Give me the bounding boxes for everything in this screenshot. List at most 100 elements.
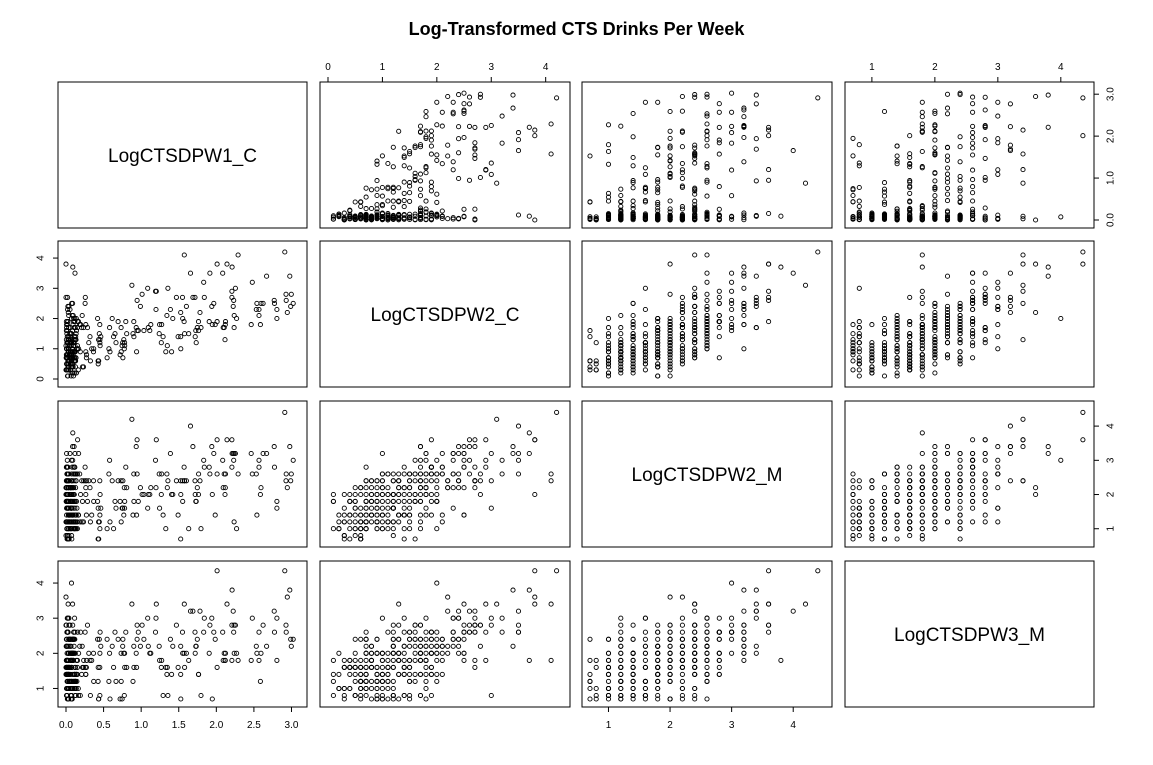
point-0-2-297 — [618, 214, 624, 220]
left-tick-label-1-2: 2 — [36, 315, 47, 321]
point-0-2-141 — [642, 189, 648, 195]
point-1-3-263 — [957, 319, 963, 325]
point-3-0-57 — [214, 664, 220, 670]
point-3-1-236 — [363, 692, 369, 699]
point-1-3-174 — [894, 373, 900, 379]
point-1-2-260 — [655, 361, 661, 367]
point-1-2-258 — [655, 343, 661, 349]
point-2-1-88 — [379, 485, 385, 491]
point-3-2-290 — [704, 671, 710, 677]
point-0-3-337 — [970, 198, 976, 204]
point-0-1-146 — [423, 198, 429, 204]
point-3-1-316 — [379, 671, 385, 677]
point-3-1-298 — [423, 650, 429, 656]
point-3-2-266 — [679, 636, 685, 642]
point-3-0-12 — [109, 643, 115, 649]
point-1-3-90 — [970, 322, 976, 328]
point-3-0-20 — [178, 696, 184, 702]
point-1-3-219 — [894, 319, 900, 325]
point-2-3-294 — [850, 533, 856, 539]
point-2-3-233 — [1007, 444, 1013, 450]
point-1-2-299 — [704, 279, 710, 285]
point-3-0-110 — [221, 650, 227, 656]
point-1-0-114 — [234, 315, 240, 322]
point-1-2-87 — [716, 288, 722, 294]
point-2-1-146 — [423, 478, 429, 484]
point-3-1-171 — [379, 657, 385, 663]
point-2-3-10 — [957, 457, 963, 463]
left-tick-label-3-1: 2 — [36, 650, 47, 656]
point-0-1-33 — [417, 205, 424, 211]
point-0-3-302 — [850, 216, 856, 222]
point-1-3-157 — [932, 303, 938, 309]
point-2-3-92 — [970, 505, 976, 511]
point-0-1-46 — [396, 185, 402, 191]
point-2-3-145 — [944, 478, 951, 484]
point-3-1-124 — [390, 685, 396, 692]
point-1-3-316 — [894, 346, 900, 352]
point-3-0-269 — [98, 643, 104, 649]
point-3-1-164 — [330, 692, 336, 699]
point-1-0-336 — [231, 325, 237, 331]
point-0-1-308 — [417, 208, 424, 214]
left-tick-label-3-3: 4 — [36, 580, 47, 586]
point-0-3-289 — [982, 217, 988, 223]
point-0-2-209 — [642, 211, 648, 217]
point-2-1-233 — [466, 444, 473, 450]
point-3-0-330 — [209, 615, 215, 621]
point-0-2-320 — [642, 165, 648, 171]
point-2-0-195 — [134, 471, 140, 477]
point-3-2-162 — [729, 580, 735, 586]
point-0-2-272 — [679, 206, 685, 212]
point-0-1-12 — [434, 191, 440, 197]
point-1-0-157 — [183, 303, 189, 309]
point-1-3-148 — [932, 309, 938, 316]
point-2-0-249 — [288, 478, 294, 484]
point-3-0-238 — [84, 657, 90, 663]
point-2-1-14 — [461, 485, 467, 491]
point-2-1-291 — [347, 519, 353, 525]
point-1-3-293 — [932, 312, 938, 319]
point-3-2-272 — [679, 671, 685, 677]
point-0-1-240 — [532, 133, 538, 139]
point-1-0-127 — [165, 285, 171, 291]
point-3-0-13 — [87, 692, 93, 699]
point-3-0-106 — [104, 636, 110, 642]
point-2-0-139 — [187, 423, 194, 429]
point-3-1-253 — [450, 643, 456, 649]
point-1-0-250 — [181, 319, 187, 325]
point-3-2-240 — [766, 568, 772, 574]
point-3-1-167 — [396, 636, 402, 642]
point-0-1-272 — [423, 206, 429, 212]
point-1-2-126 — [704, 315, 710, 322]
point-1-0-13 — [87, 358, 93, 364]
point-3-1-226 — [515, 622, 522, 628]
left-tick-label-1-1: 1 — [36, 346, 47, 352]
point-3-1-334 — [401, 664, 407, 670]
point-3-0-275 — [69, 664, 75, 670]
point-1-2-253 — [704, 306, 710, 313]
point-1-2-27 — [667, 358, 673, 364]
point-2-1-245 — [472, 478, 478, 484]
point-2-1-75 — [532, 491, 538, 498]
point-3-2-37 — [679, 594, 685, 600]
point-2-0-305 — [70, 430, 76, 436]
point-2-0-250 — [181, 464, 187, 470]
point-1-2-129 — [593, 358, 599, 364]
point-0-3-305 — [919, 213, 925, 219]
point-2-0-26 — [271, 464, 278, 470]
point-0-2-194 — [704, 179, 710, 185]
point-0-2-45 — [605, 142, 612, 148]
point-0-3-98 — [907, 206, 913, 212]
point-1-0-30 — [111, 334, 117, 340]
point-2-0-116 — [112, 498, 118, 504]
point-0-1-61 — [417, 193, 424, 199]
point-2-3-259 — [907, 533, 913, 539]
point-2-1-123 — [466, 437, 473, 443]
point-2-1-230 — [363, 512, 369, 518]
point-0-1-85 — [472, 155, 478, 161]
point-3-1-145 — [445, 643, 451, 649]
point-0-1-184 — [347, 214, 353, 220]
point-0-3-162 — [1058, 214, 1064, 220]
point-0-1-249 — [456, 92, 462, 98]
